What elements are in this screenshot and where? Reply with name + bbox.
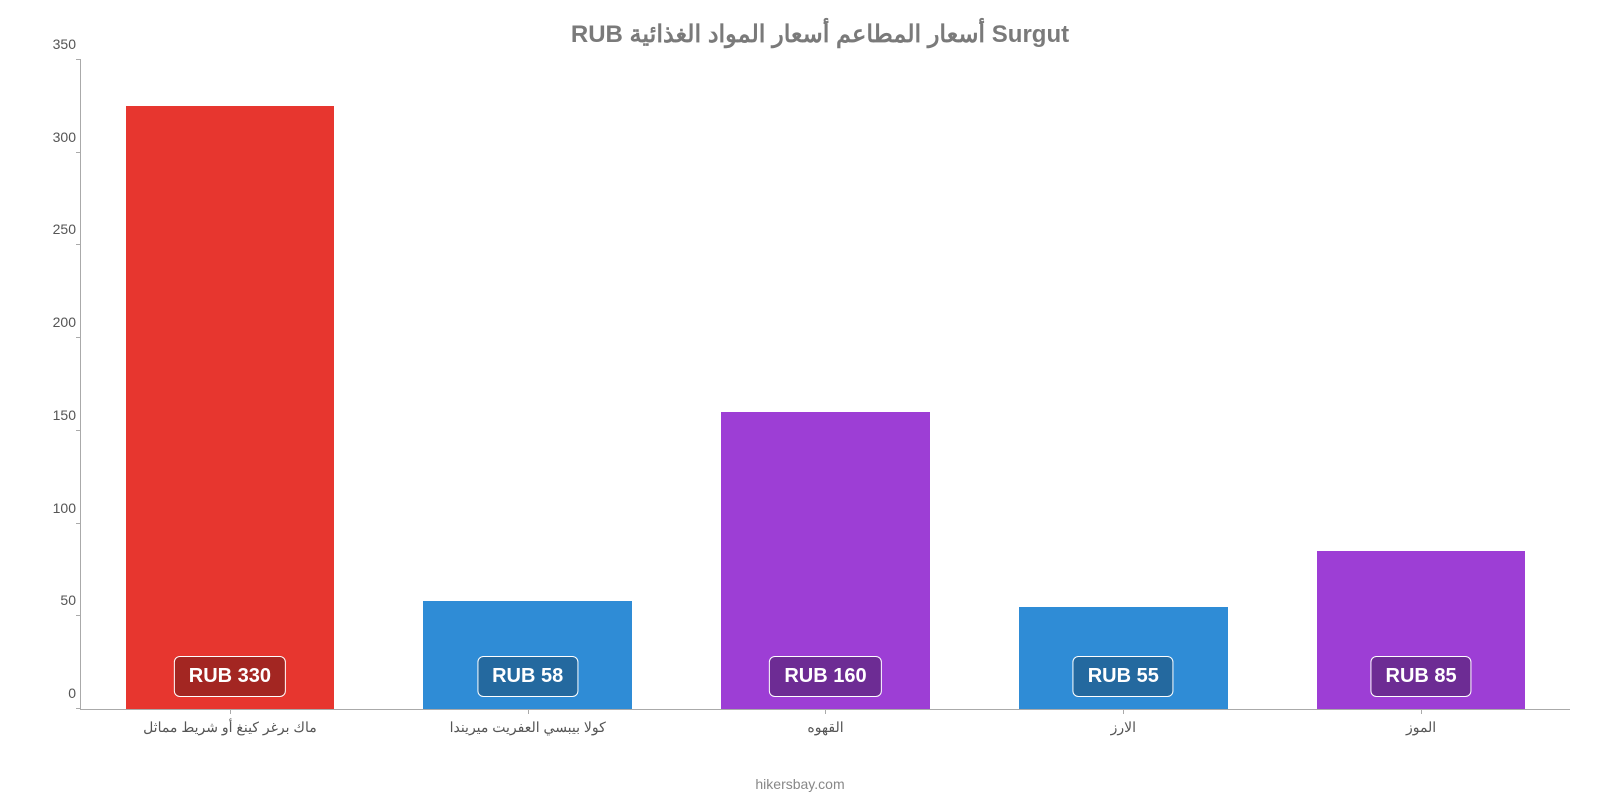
bar-slot: RUB 55الارز <box>974 60 1272 709</box>
value-badge: RUB 58 <box>477 656 578 697</box>
value-badge: RUB 55 <box>1073 656 1174 697</box>
bar-slot: RUB 330ماك برغر كينغ أو شريط مماثل <box>81 60 379 709</box>
value-badge: RUB 85 <box>1371 656 1472 697</box>
ytick-label: 350 <box>41 36 76 52</box>
bar: RUB 330 <box>126 106 334 709</box>
ytick-label: 200 <box>41 314 76 330</box>
plot-area: RUB 330ماك برغر كينغ أو شريط مماثلRUB 58… <box>80 60 1570 710</box>
ytick-mark <box>76 523 81 524</box>
ytick-mark <box>76 708 81 709</box>
ytick-label: 300 <box>41 129 76 145</box>
xtick-mark <box>528 709 529 714</box>
bar: RUB 58 <box>423 601 631 709</box>
bar: RUB 85 <box>1317 551 1525 709</box>
ytick-mark <box>76 430 81 431</box>
xtick-mark <box>1123 709 1124 714</box>
ytick-mark <box>76 615 81 616</box>
ytick-label: 0 <box>41 685 76 701</box>
ytick-label: 100 <box>41 500 76 516</box>
bar-slot: RUB 160القهوه <box>677 60 975 709</box>
xtick-label: الارز <box>974 719 1272 736</box>
xtick-label: ماك برغر كينغ أو شريط مماثل <box>81 719 379 736</box>
bar: RUB 160 <box>721 412 929 709</box>
xtick-label: الموز <box>1272 719 1570 736</box>
bar-slot: RUB 85الموز <box>1272 60 1570 709</box>
ytick-mark <box>76 59 81 60</box>
footer-credit: hikersbay.com <box>0 776 1600 792</box>
bar: RUB 55 <box>1019 607 1227 709</box>
value-badge: RUB 160 <box>769 656 881 697</box>
ytick-label: 150 <box>41 407 76 423</box>
xtick-label: القهوه <box>677 719 975 736</box>
bars-group: RUB 330ماك برغر كينغ أو شريط مماثلRUB 58… <box>81 60 1570 709</box>
bar-slot: RUB 58كولا بيبسي العفريت ميريندا <box>379 60 677 709</box>
xtick-label: كولا بيبسي العفريت ميريندا <box>379 719 677 736</box>
ytick-label: 250 <box>41 221 76 237</box>
xtick-mark <box>825 709 826 714</box>
ytick-mark <box>76 152 81 153</box>
xtick-mark <box>1421 709 1422 714</box>
ytick-mark <box>76 337 81 338</box>
value-badge: RUB 330 <box>174 656 286 697</box>
chart-container: Surgut أسعار المطاعم أسعار المواد الغذائ… <box>70 20 1570 740</box>
chart-title: Surgut أسعار المطاعم أسعار المواد الغذائ… <box>70 20 1570 49</box>
ytick-label: 50 <box>41 592 76 608</box>
ytick-mark <box>76 244 81 245</box>
xtick-mark <box>230 709 231 714</box>
